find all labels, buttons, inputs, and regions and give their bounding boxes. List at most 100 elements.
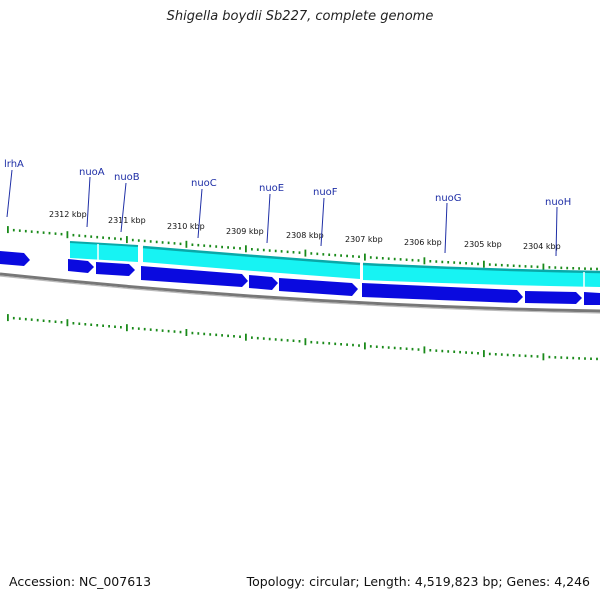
gene-label-lrhA: lrhA bbox=[4, 159, 24, 170]
minor-tick bbox=[203, 244, 206, 247]
minor-tick bbox=[149, 328, 152, 331]
minor-tick bbox=[197, 243, 200, 247]
minor-tick bbox=[280, 250, 283, 253]
minor-tick bbox=[441, 260, 444, 264]
gene-label-nuoH: nuoH bbox=[545, 197, 571, 208]
minor-tick bbox=[316, 252, 319, 256]
major-tick bbox=[423, 346, 426, 354]
minor-tick bbox=[36, 230, 39, 234]
kbp-label: 2306 kbp bbox=[404, 238, 442, 247]
minor-tick bbox=[120, 326, 122, 329]
tick-marks-lower bbox=[7, 314, 598, 361]
minor-tick bbox=[173, 242, 176, 245]
gene-label-nuoA: nuoA bbox=[79, 167, 105, 178]
minor-tick bbox=[524, 354, 527, 358]
minor-tick bbox=[381, 345, 384, 349]
minor-tick bbox=[441, 349, 444, 353]
minor-tick bbox=[191, 331, 194, 335]
major-tick bbox=[245, 333, 247, 341]
minor-tick bbox=[512, 354, 515, 357]
minor-tick bbox=[453, 350, 456, 353]
kbp-labels: 2312 kbp 2311 kbp 2310 kbp 2309 kbp 2308… bbox=[49, 210, 561, 251]
tick-marks-upper bbox=[7, 226, 598, 271]
minor-tick bbox=[584, 267, 586, 270]
minor-tick bbox=[417, 259, 420, 262]
minor-tick bbox=[578, 357, 580, 360]
minor-tick bbox=[286, 339, 289, 342]
minor-tick bbox=[405, 258, 408, 261]
minor-tick bbox=[590, 357, 592, 360]
cds-arrow-lrhA bbox=[0, 251, 30, 266]
cds-arrow-nuoB bbox=[96, 262, 135, 276]
minor-tick bbox=[500, 353, 503, 356]
major-tick bbox=[483, 350, 485, 358]
cds-arrow-nuoH bbox=[525, 291, 582, 304]
minor-tick bbox=[298, 251, 301, 254]
minor-tick bbox=[572, 267, 575, 270]
minor-tick bbox=[477, 262, 479, 266]
minor-tick bbox=[584, 357, 586, 360]
minor-tick bbox=[518, 264, 521, 268]
minor-tick bbox=[108, 325, 110, 328]
minor-tick bbox=[471, 351, 473, 355]
minor-tick bbox=[42, 319, 45, 322]
minor-tick bbox=[137, 239, 140, 242]
minor-tick bbox=[566, 266, 569, 270]
minor-tick bbox=[78, 322, 81, 325]
minor-tick bbox=[179, 242, 182, 246]
minor-tick bbox=[131, 238, 134, 242]
minor-tick bbox=[48, 320, 51, 323]
minor-tick bbox=[209, 244, 212, 248]
minor-tick bbox=[530, 265, 533, 268]
minor-tick bbox=[435, 349, 438, 352]
minor-tick bbox=[167, 241, 170, 245]
minor-tick bbox=[387, 346, 390, 349]
minor-tick bbox=[262, 337, 265, 340]
cyan-block-2 bbox=[143, 247, 360, 279]
minor-tick bbox=[465, 351, 467, 354]
minor-tick bbox=[471, 262, 473, 265]
major-tick bbox=[423, 257, 426, 265]
minor-tick bbox=[435, 260, 438, 263]
minor-tick bbox=[369, 345, 372, 348]
minor-tick bbox=[72, 233, 75, 237]
major-tick bbox=[66, 231, 69, 239]
minor-tick bbox=[500, 263, 503, 267]
minor-tick bbox=[155, 240, 158, 244]
cds-track bbox=[0, 251, 600, 305]
minor-tick bbox=[387, 257, 390, 260]
minor-tick bbox=[566, 356, 569, 360]
minor-tick bbox=[84, 234, 87, 238]
minor-tick bbox=[12, 316, 15, 320]
minor-tick bbox=[536, 265, 539, 269]
minor-tick bbox=[536, 355, 539, 358]
minor-tick bbox=[78, 234, 81, 237]
minor-tick bbox=[286, 250, 289, 254]
minor-tick bbox=[459, 261, 461, 265]
minor-tick bbox=[399, 347, 402, 350]
genome-backbone bbox=[0, 272, 600, 313]
minor-tick bbox=[54, 232, 57, 235]
minor-tick bbox=[42, 231, 45, 234]
minor-tick bbox=[459, 350, 461, 354]
major-tick bbox=[7, 314, 9, 322]
minor-tick bbox=[554, 266, 557, 269]
major-tick bbox=[364, 342, 366, 350]
major-tick bbox=[126, 324, 128, 332]
kbp-label: 2310 kbp bbox=[167, 222, 205, 231]
minor-tick bbox=[96, 235, 99, 239]
minor-tick bbox=[298, 340, 301, 343]
minor-tick bbox=[316, 341, 319, 344]
cds-arrow-nuoC bbox=[141, 266, 248, 287]
major-tick bbox=[483, 260, 485, 268]
minor-tick bbox=[512, 264, 515, 267]
minor-tick bbox=[167, 329, 170, 333]
minor-tick bbox=[596, 267, 598, 271]
minor-tick bbox=[161, 241, 164, 244]
minor-tick bbox=[488, 263, 491, 266]
minor-tick bbox=[268, 249, 271, 252]
minor-tick bbox=[209, 333, 212, 336]
minor-tick bbox=[173, 330, 176, 333]
minor-tick bbox=[233, 335, 235, 338]
minor-tick bbox=[548, 266, 551, 269]
